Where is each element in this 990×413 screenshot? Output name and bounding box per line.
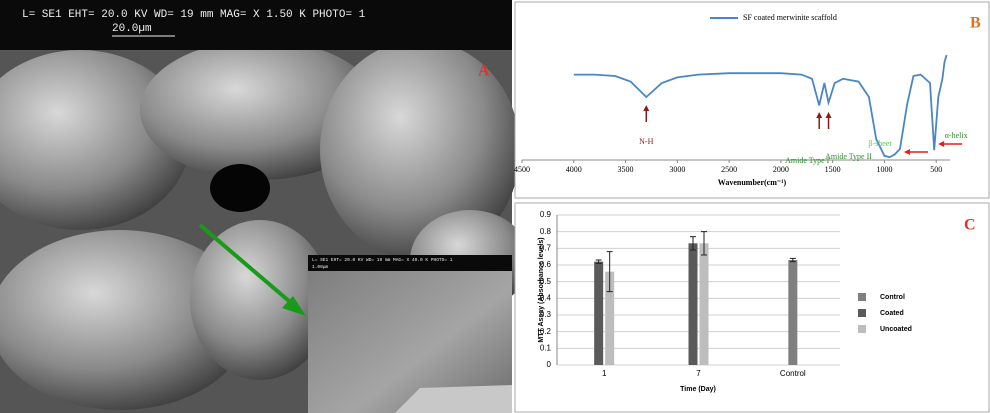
inset-header: L= SE1 EHT= 20.0 KV WD= 19 mm MAG= X 40.…: [312, 257, 453, 263]
y-axis-label: MTT Assay (Absorbance levels): [538, 237, 545, 342]
page: body{margin:0;width:990px;height:413px;o…: [0, 0, 990, 413]
legend-label: Coated: [880, 310, 904, 317]
legend-swatch: [858, 325, 866, 333]
bar: [788, 260, 797, 365]
annotation-label: Amide Type II: [825, 152, 872, 161]
y-tick-label: 0: [547, 360, 552, 369]
annotation-label: β-sheet: [868, 139, 892, 148]
annotation-label: N-H: [639, 137, 653, 146]
x-tick-label: 4000: [566, 165, 582, 174]
bar-panel: [515, 203, 989, 412]
x-tick-label: 7: [696, 369, 701, 378]
annotation-label: α-helix: [945, 131, 968, 140]
y-tick-label: 0.1: [540, 343, 552, 352]
annotation-label: Amide Type I: [785, 156, 830, 165]
x-axis-label: Time (Day): [680, 386, 716, 393]
y-tick-label: 0.8: [540, 227, 552, 236]
y-tick-label: 0.9: [540, 210, 552, 219]
x-tick-label: 1500: [825, 165, 841, 174]
bar: [689, 243, 698, 365]
body: {"sem_image":{"header":"L= SE1 EHT= 20.0…: [0, 0, 990, 413]
x-tick-label: Control: [780, 369, 806, 378]
x-tick-label: 1000: [876, 165, 892, 174]
x-tick-label: 3000: [669, 165, 685, 174]
figure: L= SE1 EHT= 20.0 KV WD= 19 mm MAG= X 1.5…: [0, 0, 990, 413]
bar: [700, 243, 709, 365]
sem-header-bar: [0, 0, 512, 50]
x-tick-label: 1: [602, 369, 607, 378]
panel-letter: C: [964, 217, 976, 234]
x-tick-label: 2500: [721, 165, 737, 174]
legend-swatch: [858, 293, 866, 301]
ftir-panel: [515, 2, 989, 198]
legend-label: SF coated merwinite scaffold: [743, 13, 837, 22]
sem-scale: 20.0µm: [112, 23, 152, 35]
legend-label: Control: [880, 294, 905, 301]
x-tick-label: 2000: [773, 165, 789, 174]
x-tick-label: 3500: [618, 165, 634, 174]
bar: [594, 262, 603, 365]
sem-header: L= SE1 EHT= 20.0 KV WD= 19 mm MAG= X 1.5…: [22, 9, 366, 21]
sem-panel: L= SE1 EHT= 20.0 KV WD= 19 mm MAG= X 1.5…: [0, 0, 530, 413]
panel-letter: B: [970, 15, 981, 32]
x-tick-label: 500: [930, 165, 942, 174]
legend-swatch: [858, 309, 866, 317]
legend-label: Uncoated: [880, 326, 912, 333]
inset-scale: 1.00µm: [312, 264, 329, 270]
x-tick-label: 4500: [514, 165, 530, 174]
sem-pore: [210, 164, 270, 212]
panel-letter: A: [478, 63, 490, 80]
x-axis-label: Wavenumber(cm⁻¹): [718, 178, 787, 187]
